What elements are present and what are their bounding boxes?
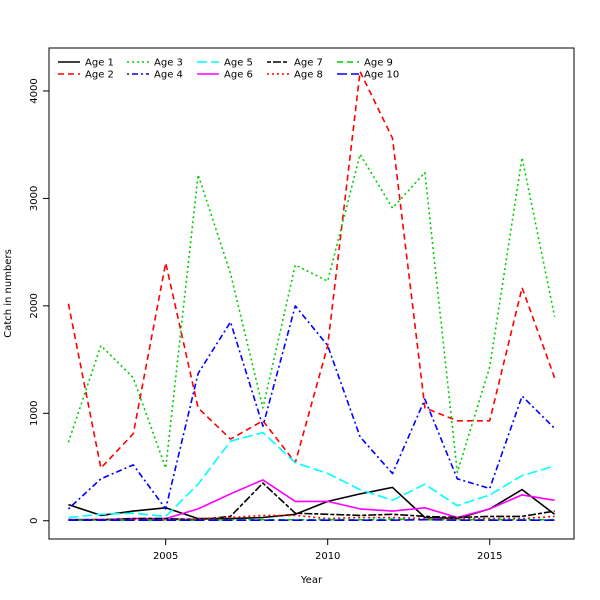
legend-label: Age 5	[224, 58, 253, 69]
legend-item-age-5: Age 5	[197, 58, 253, 69]
y-tick-label: 2000	[29, 293, 40, 318]
legend-label: Age 7	[294, 58, 323, 69]
series-line-age-3	[67, 153, 556, 474]
legend-item-age-6: Age 6	[197, 70, 253, 81]
legend-item-age-2: Age 2	[58, 70, 114, 81]
y-axis: 0 1000 2000 3000 4000	[29, 78, 49, 524]
x-tick-label: 2005	[153, 551, 178, 562]
legend-item-age-7: Age 7	[267, 58, 323, 69]
legend-item-age-8: Age 8	[267, 70, 323, 81]
plot-frame	[48, 47, 575, 540]
legend-item-age-1: Age 1	[58, 58, 114, 69]
series-lines	[67, 70, 556, 522]
legend-item-age-10: Age 10	[337, 70, 399, 81]
series-line-age-4	[67, 305, 556, 510]
legend-label: Age 1	[85, 58, 114, 69]
series-line-age-2	[67, 70, 556, 469]
series-line-age-10	[68, 518, 555, 522]
x-tick-label: 2010	[315, 551, 340, 562]
legend-item-age-4: Age 4	[127, 70, 183, 81]
series-line-age-7	[68, 482, 555, 521]
legend-label: Age 4	[154, 70, 183, 81]
y-tick-label: 1000	[29, 401, 40, 426]
x-tick-label: 2015	[477, 551, 502, 562]
legend-item-age-9: Age 9	[337, 58, 393, 69]
x-axis: 2005 2010 2015	[153, 539, 502, 562]
legend-label: Age 9	[364, 58, 393, 69]
series-line-age-5	[68, 431, 555, 519]
y-tick-label: 0	[29, 518, 40, 524]
legend-label: Age 2	[85, 70, 114, 81]
legend-label: Age 6	[224, 70, 253, 81]
legend-label: Age 3	[154, 58, 183, 69]
y-tick-label: 3000	[29, 186, 40, 211]
x-axis-label: Year	[300, 575, 323, 586]
legend-label: Age 10	[364, 70, 399, 81]
y-tick-label: 4000	[29, 78, 40, 103]
legend-item-age-3: Age 3	[127, 58, 183, 69]
y-axis-label: Catch in numbers	[3, 249, 14, 338]
legend-label: Age 8	[294, 70, 323, 81]
